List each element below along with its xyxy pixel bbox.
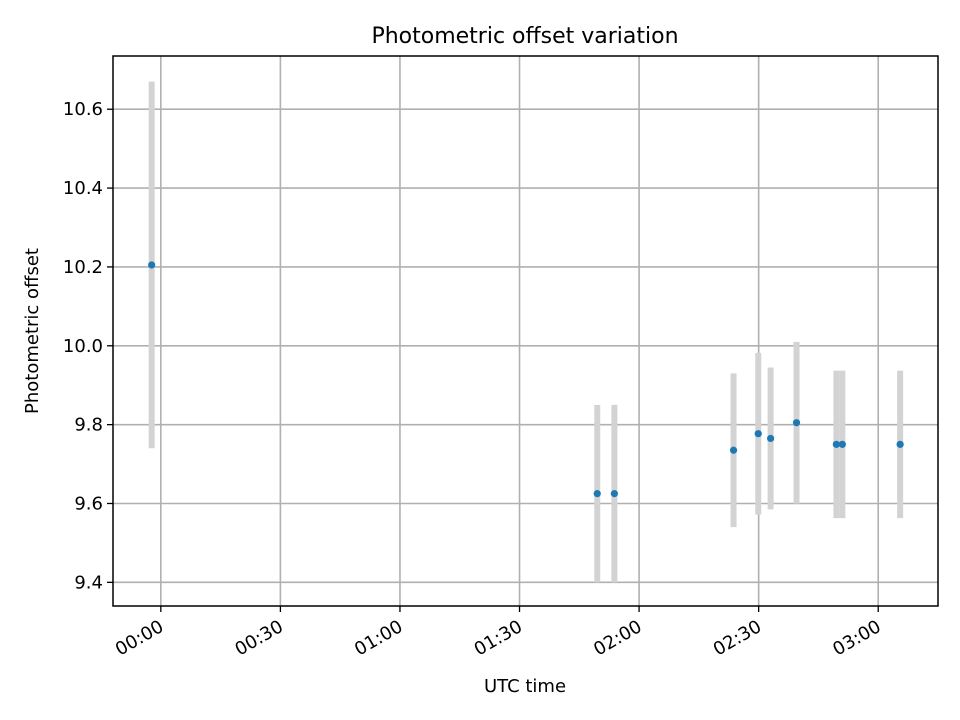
x-axis-title: UTC time <box>484 676 566 697</box>
data-point <box>832 440 840 448</box>
y-axis-ticks: 9.4 9.6 9.8 10.0 10.2 10.4 10.6 <box>63 99 113 593</box>
y-tick-label: 10.6 <box>63 99 103 120</box>
y-tick-label: 9.8 <box>74 415 103 436</box>
chart-title: Photometric offset variation <box>371 24 678 49</box>
y-tick-label: 9.4 <box>74 572 103 593</box>
data-point <box>729 446 738 454</box>
data-point <box>754 430 762 438</box>
data-point <box>767 434 775 443</box>
data-point <box>593 490 601 498</box>
plot-frame <box>112 55 939 607</box>
y-tick-label: 9.6 <box>74 493 103 514</box>
data-point <box>148 261 156 269</box>
y-tick-label: 10.4 <box>63 178 103 199</box>
data-point <box>896 440 904 448</box>
y-axis-title: Photometric offset <box>22 248 43 414</box>
data-point <box>838 440 846 448</box>
y-tick-label: 10.2 <box>63 257 103 278</box>
grid <box>113 56 938 606</box>
data-point <box>610 490 618 498</box>
data-point <box>792 419 801 427</box>
y-tick-label: 10.0 <box>63 336 103 357</box>
data-points <box>148 261 904 498</box>
